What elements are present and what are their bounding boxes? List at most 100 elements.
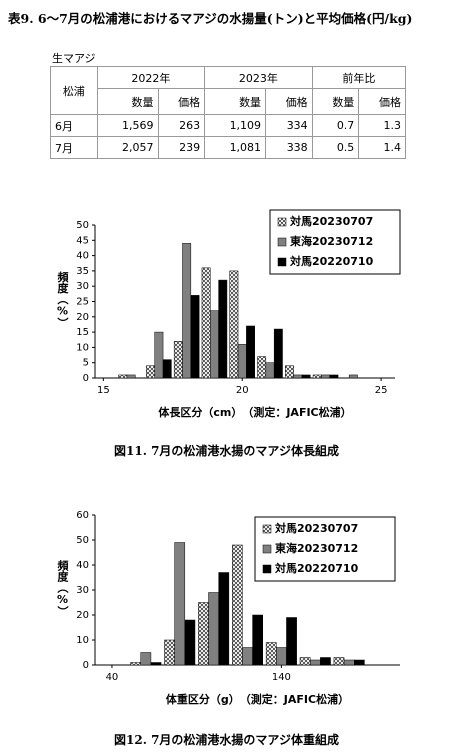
x-tick-label: 15 <box>97 385 110 396</box>
bar <box>309 659 321 666</box>
y-tick-label: 0 <box>83 660 89 671</box>
bar <box>321 374 330 379</box>
subheader-cell: 数量 <box>311 88 360 115</box>
bar <box>208 592 219 666</box>
bar <box>126 374 136 379</box>
y-tick-label: 60 <box>76 510 89 521</box>
corner-cell: 松浦 <box>50 66 98 115</box>
y-tick-label: 15 <box>76 327 89 338</box>
subheader-cell: 価格 <box>157 88 206 115</box>
bar <box>150 662 162 666</box>
bar <box>229 270 239 379</box>
bar <box>265 642 277 666</box>
bar <box>285 365 294 379</box>
group-header: 2023年 <box>204 66 313 89</box>
bar <box>343 659 355 666</box>
row-label: 7月 <box>50 136 98 159</box>
value-cell: 263 <box>157 114 206 137</box>
chart-caption: 図12. 7月の松浦港水揚のマアジ体重組成 <box>114 733 339 747</box>
bar <box>184 619 196 666</box>
legend-label: 対馬20230707 <box>274 521 358 535</box>
bar <box>329 374 339 379</box>
bar <box>293 374 303 379</box>
bar <box>146 365 155 379</box>
y-tick-label: 40 <box>76 560 89 571</box>
legend-label: 対馬20230707 <box>289 214 373 228</box>
legend-swatch <box>262 544 272 554</box>
legend-swatch <box>277 217 287 227</box>
x-tick-label: 20 <box>236 385 249 396</box>
legend-label: 東海20230712 <box>275 541 358 555</box>
data-row: 7月 2,057 239 1,081 338 0.5 1.4 <box>50 136 406 159</box>
y-tick-label: 50 <box>76 535 89 546</box>
bar <box>201 267 211 379</box>
bar <box>173 341 183 379</box>
bar <box>164 639 175 666</box>
group-header: 2022年 <box>96 66 206 89</box>
legend-label: 対馬20220710 <box>289 254 374 268</box>
table-label: 生マアジ <box>52 52 96 65</box>
bar <box>242 647 253 666</box>
bar <box>301 374 311 379</box>
bar <box>198 602 209 666</box>
y-axis-label: 頻度（%） <box>56 270 70 328</box>
y-tick-label: 20 <box>76 610 89 621</box>
legend-swatch <box>277 257 287 267</box>
y-tick-label: 45 <box>76 235 89 246</box>
y-tick-label: 20 <box>76 312 89 323</box>
table-title: 表9. 6～7月の松浦港におけるマアジの水揚量(トン)と平均価格(円/kg) <box>8 11 413 26</box>
bar <box>348 374 358 379</box>
legend-box <box>254 516 396 582</box>
value-cell: 0.5 <box>311 136 360 159</box>
value-cell: 0.7 <box>311 114 360 137</box>
bar <box>190 295 200 379</box>
bar <box>154 331 164 379</box>
data-table: 松浦 2022年 2023年 前年比 数量 価格 数量 価格 数量 価格 6月 1,569 2… <box>50 66 407 159</box>
value-cell: 1,109 <box>204 114 267 137</box>
y-tick-label: 10 <box>76 342 89 353</box>
bar <box>232 544 243 666</box>
y-tick-label: 0 <box>83 373 89 384</box>
y-tick-label: 25 <box>76 297 89 308</box>
y-axis-label: 頻度（%） <box>56 559 70 617</box>
bar <box>140 652 152 666</box>
bar <box>276 647 287 666</box>
y-tick-label: 35 <box>76 266 89 277</box>
value-cell: 1.3 <box>358 114 406 137</box>
bar <box>130 662 141 666</box>
bar <box>354 659 365 666</box>
bar <box>237 344 247 379</box>
x-tick-label: 40 <box>106 672 119 683</box>
x-axis-label: 体重区分（g） （測定：JAFIC松浦） <box>166 692 349 706</box>
subheader-row: 数量 価格 数量 価格 数量 価格 <box>51 88 406 115</box>
subheader-cell: 数量 <box>204 88 267 115</box>
legend-swatch <box>262 524 272 534</box>
x-tick-label: 25 <box>375 385 388 396</box>
subheader-cell: 数量 <box>96 88 159 115</box>
legend-swatch <box>277 237 287 247</box>
bar <box>210 310 219 379</box>
bar <box>246 325 255 379</box>
bar <box>286 617 297 666</box>
bar <box>218 572 230 666</box>
chart-caption: 図11. 7月の松浦港水揚のマアジ体長組成 <box>114 444 339 458</box>
bar <box>257 356 267 379</box>
subheader-cell: 価格 <box>265 88 313 115</box>
legend-box <box>269 209 401 275</box>
value-cell: 2,057 <box>96 136 159 159</box>
bar <box>320 657 331 666</box>
value-cell: 1,081 <box>204 136 267 159</box>
bar <box>218 279 228 379</box>
bar <box>182 243 192 379</box>
y-tick-label: 30 <box>76 281 89 292</box>
legend-swatch <box>262 564 272 574</box>
bar <box>299 657 311 666</box>
y-tick-label: 50 <box>76 220 89 231</box>
y-tick-label: 5 <box>83 358 89 369</box>
bar <box>174 542 186 666</box>
bar <box>162 359 172 379</box>
value-cell: 334 <box>265 114 313 137</box>
header-row: 松浦 2022年 2023年 前年比 <box>50 66 407 115</box>
y-tick-label: 30 <box>76 585 89 596</box>
